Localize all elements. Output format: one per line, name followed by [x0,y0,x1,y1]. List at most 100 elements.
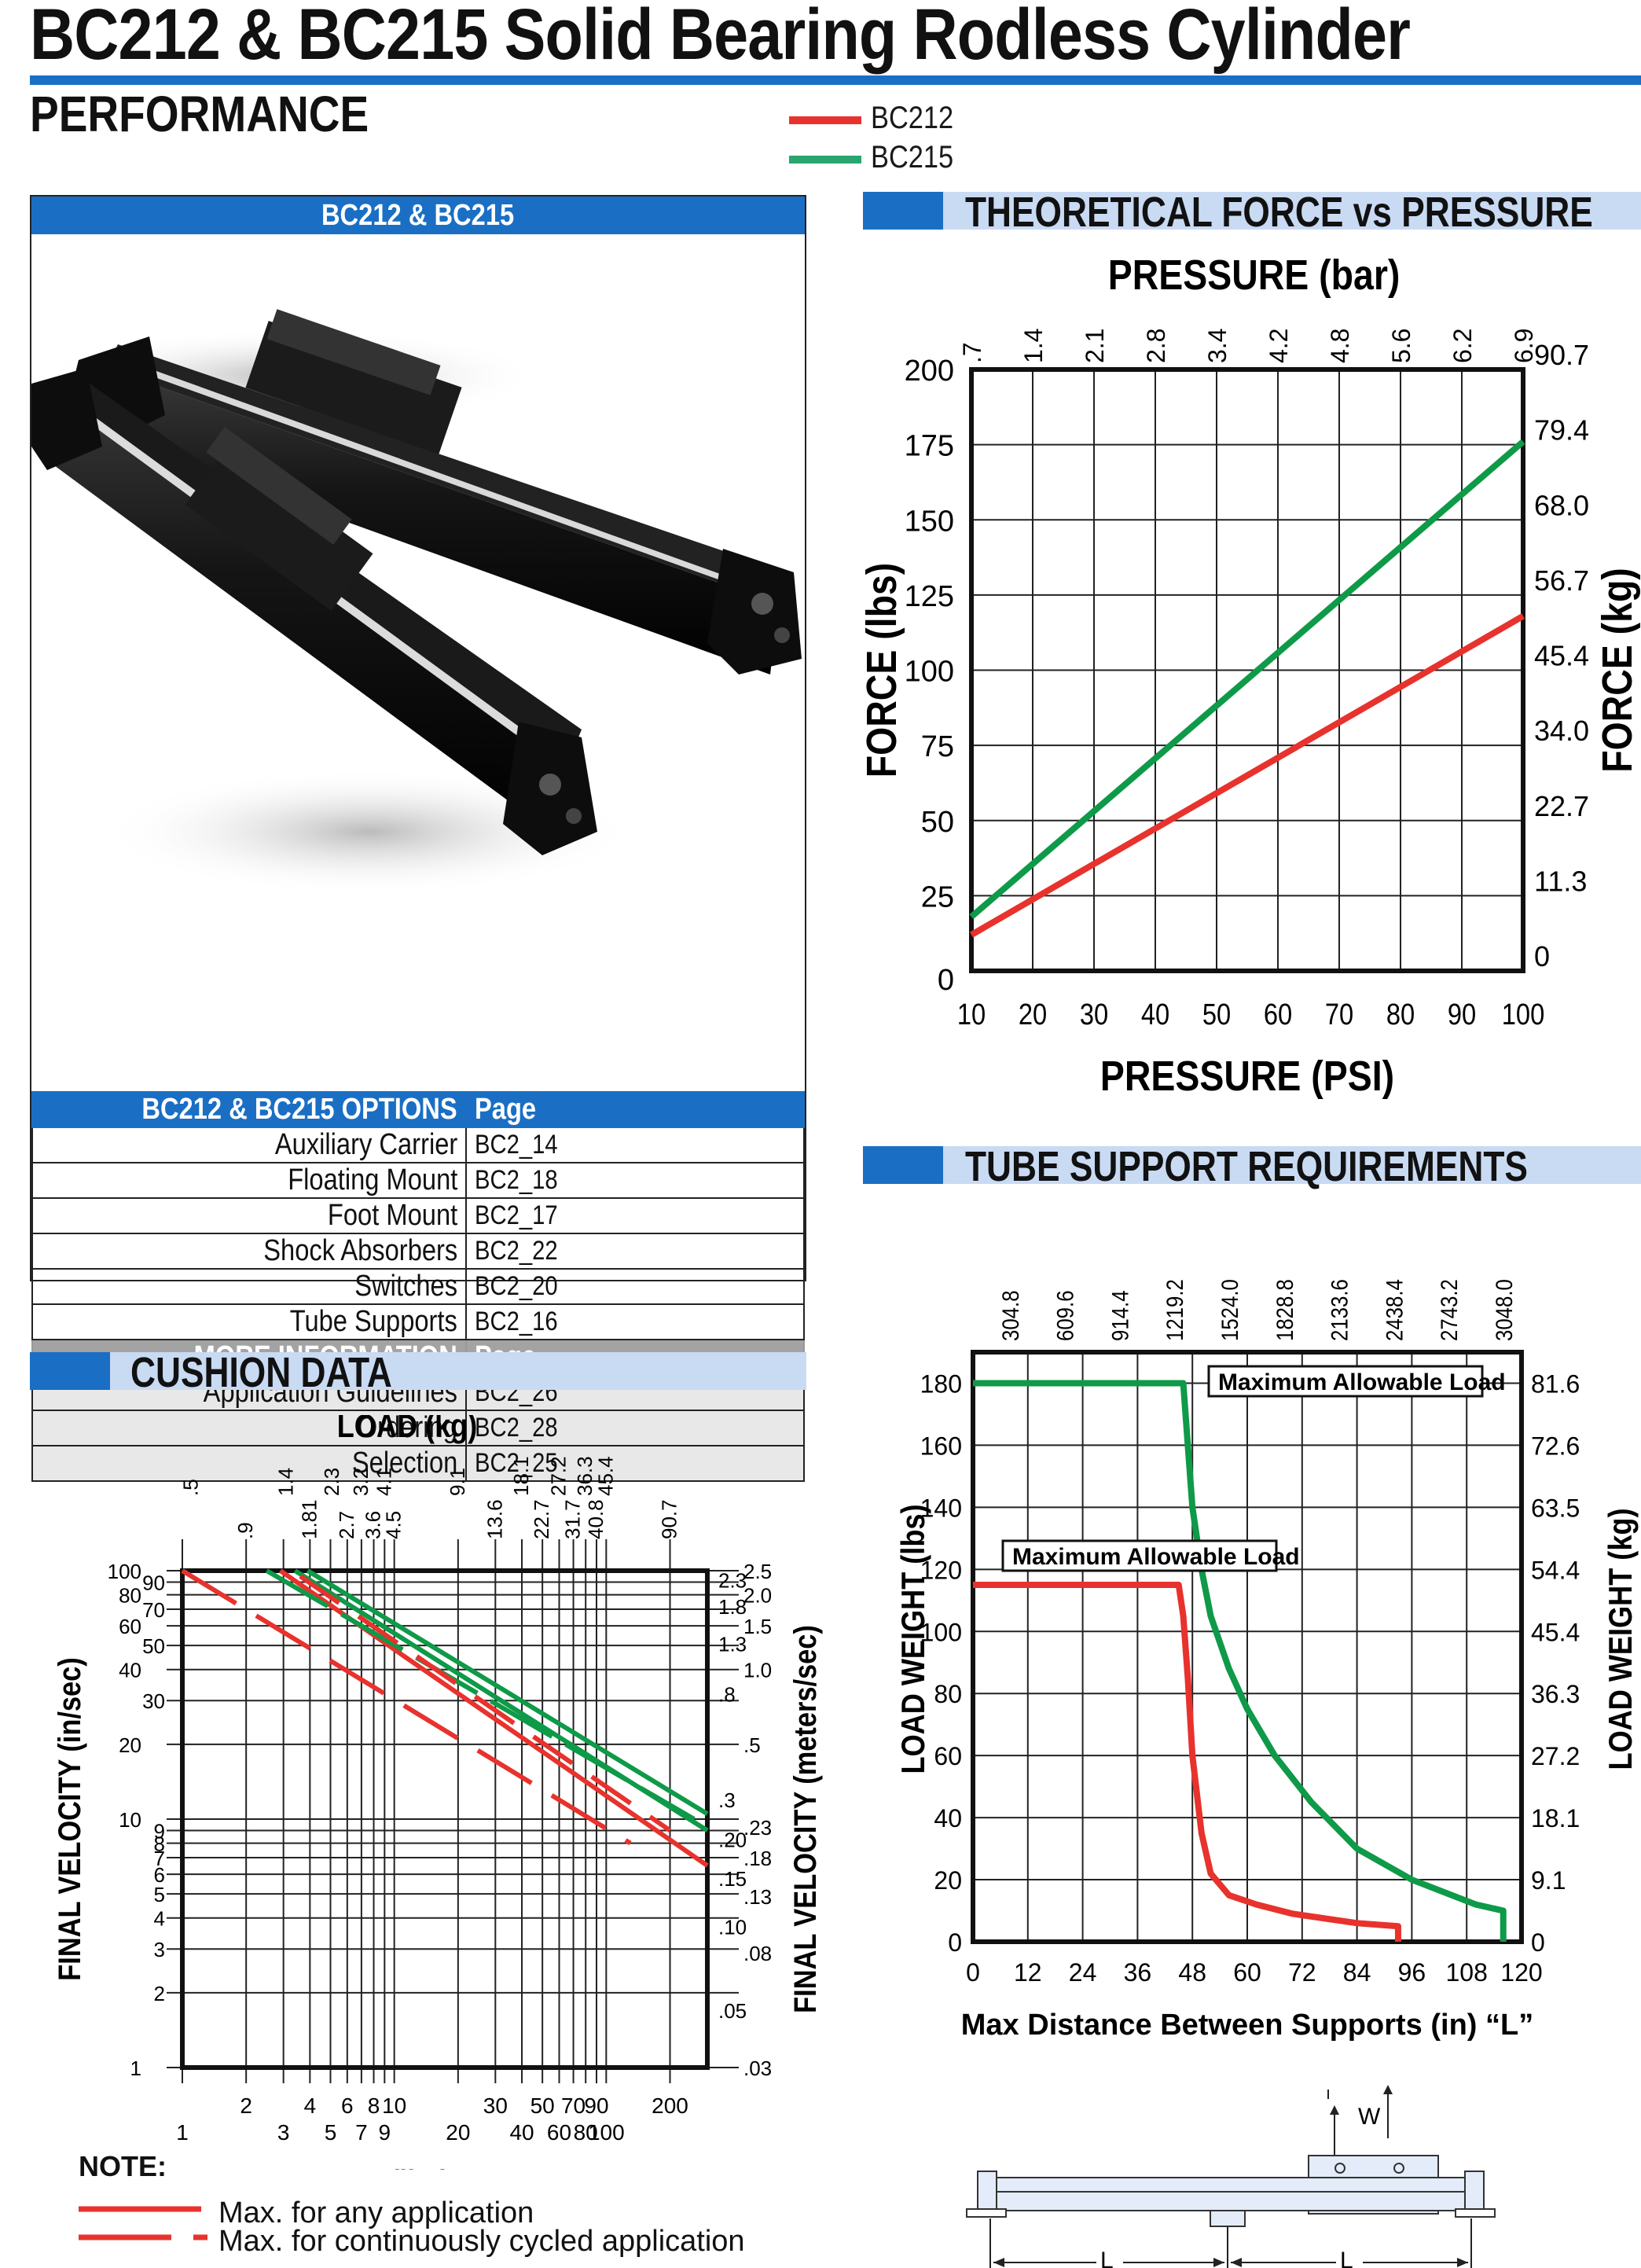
x-top-tick-label: 304.8 [997,1290,1023,1341]
y-right-tick-label: 79.4 [1534,414,1589,447]
option-page[interactable]: BC2_17 [475,1200,558,1230]
x-top-tick-label: 18.1 [509,1456,533,1496]
y-tick-label: 25 [921,880,954,913]
option-label: Tube Supports [289,1305,457,1338]
option-label: Foot Mount [327,1199,457,1232]
force-vs-pressure-chart: 10 20 30 40 50 60 70 80 90 100 .7 1.4 2.1 2.8 3.4 4.2 4.… [863,252,1641,1100]
series-line-bc212 [973,1582,1401,1942]
x-top-tick-label: 2.7 [335,1511,358,1539]
x-tick-label: 10 [382,2093,406,2118]
y-axis-label: FINAL VELOCITY (in/sec) [52,1657,87,1981]
y-right-tick-label: .15 [718,1867,747,1891]
x-top-tick-label: .5 [178,1479,202,1496]
x-top-tick-label: 5.6 [1387,329,1415,363]
y-right-tick-label: 1.8 [718,1595,747,1619]
y-tick-label: 60 [119,1615,141,1638]
y-right-tick-label: 1.3 [718,1632,747,1656]
y-right-tick-label: .10 [718,1915,747,1939]
x-top-tick-label: 27.2 [547,1456,571,1496]
info-page[interactable]: BC2_28 [475,1413,558,1443]
series-line [299,1574,672,1832]
x-tick-label: 48 [1178,1958,1206,1987]
x-tick-label: 4 [304,2093,317,2118]
table-row[interactable]: Tube Supports BC2_16 [31,1303,805,1340]
y-right-tick-label: .08 [743,1942,772,1965]
y-tick-label: 5 [154,1883,165,1906]
x-top-tick-label: 22.7 [530,1499,553,1539]
x-top-tick-label: 45.4 [593,1456,617,1496]
x-tick-label: 5 [325,2120,337,2145]
y-tick-label: 20 [119,1733,141,1757]
x-tick-label: 96 [1398,1958,1426,1987]
plot-frame [971,1350,1524,1944]
l-label-right: L [1340,2248,1353,2268]
y-right-tick-label: 72.6 [1531,1432,1580,1460]
x-axis-label: PRESSURE (PSI) [1100,1052,1394,1100]
x-tick-label: 30 [1080,998,1108,1031]
x-tick-label: 50 [530,2093,555,2118]
option-label: Shock Absorbers [262,1234,457,1267]
x-top-tick-label: 2743.2 [1436,1279,1462,1341]
x-top-tick-label: 3.4 [1203,329,1232,363]
option-page[interactable]: BC2_20 [475,1271,558,1301]
table-row[interactable]: Foot Mount BC2_17 [31,1197,805,1234]
series-line [181,1568,632,1846]
option-page[interactable]: BC2_18 [475,1165,558,1195]
table-row[interactable]: Switches BC2_20 [31,1268,805,1305]
x-top-tick-label: 40.8 [584,1499,608,1539]
annotation-box [1207,1365,1484,1398]
series-line [306,1568,709,1816]
cushion-section-header: CUSHION DATA [30,1349,806,1396]
x-tick-label: 100 [1502,998,1545,1031]
option-page[interactable]: BC2_16 [475,1307,558,1336]
series-line [293,1568,709,1832]
x-top-tick-label: 3.2 [349,1468,373,1496]
cushion-section-title: CUSHION DATA [130,1349,392,1396]
y-right-tick-label: .8 [718,1682,736,1706]
y-tick-label: 125 [905,580,954,613]
x-top-tick-label: 914.4 [1107,1290,1133,1341]
x-tick-label: 80 [1386,998,1415,1031]
x-top-tick-label: .7 [958,342,986,363]
table-row[interactable]: Ordering BC2_28 [31,1410,805,1446]
table-row[interactable]: Floating Mount BC2_18 [31,1162,805,1199]
x-top-tick-label: 1.81 [297,1499,321,1539]
option-page[interactable]: BC2_14 [475,1130,558,1160]
annotation-box [1001,1539,1278,1572]
y-right-tick-label: 18.1 [1531,1804,1580,1832]
y-right-tick-label: 11.3 [1534,865,1587,897]
x-top-tick-label: 2438.4 [1382,1279,1408,1341]
y-tick-label: 7 [154,1847,165,1870]
y-right-tick-label: 63.5 [1531,1494,1580,1522]
x-top-tick-label: 31.7 [561,1499,585,1539]
x-top-tick-label: 1.4 [1019,329,1048,363]
table-row[interactable]: Auxiliary Carrier BC2_14 [31,1127,805,1163]
y-tick-label: 4 [154,1907,165,1931]
info-page[interactable]: BC2_25 [475,1448,558,1478]
x-top-tick-label: 6.9 [1510,329,1538,363]
y-right-tick-label: .5 [743,1733,761,1757]
x-tick-label: 9 [379,2120,391,2145]
table-row[interactable]: Shock Absorbers BC2_22 [31,1233,805,1270]
option-label: Floating Mount [287,1163,457,1196]
series-line-bc215 [969,439,1525,920]
x-tick-label: 36 [1124,1958,1152,1987]
tube-section-header: TUBE SUPPORT REQUIREMENTS [863,1145,1641,1188]
x-top-axis-label: LOAD (kg) [337,1415,478,1445]
y-tick-label: 90 [142,1571,165,1594]
x-tick-label: 90 [1448,998,1476,1031]
table-row[interactable]: Selection BC2_25 [31,1445,805,1482]
x-tick-label: 90 [584,2093,608,2118]
options-header-page: Page [475,1093,537,1126]
y-tick-label: 100 [108,1560,141,1583]
x-tick-label: 2 [240,2093,252,2118]
y-tick-label: 6 [154,1863,165,1887]
y-tick-label: 2 [154,1982,165,2005]
series-line-bc215 [973,1380,1507,1942]
y-tick-label: 80 [119,1584,141,1608]
y-right-tick-label: 0 [1531,1928,1545,1957]
force-section-title: THEORETICAL FORCE vs PRESSURE [965,189,1593,236]
product-panel: BC212 & BC215 [30,195,806,1482]
note-cycled-label: Max. for continuously cycled application [218,2225,745,2258]
option-page[interactable]: BC2_22 [475,1236,558,1266]
